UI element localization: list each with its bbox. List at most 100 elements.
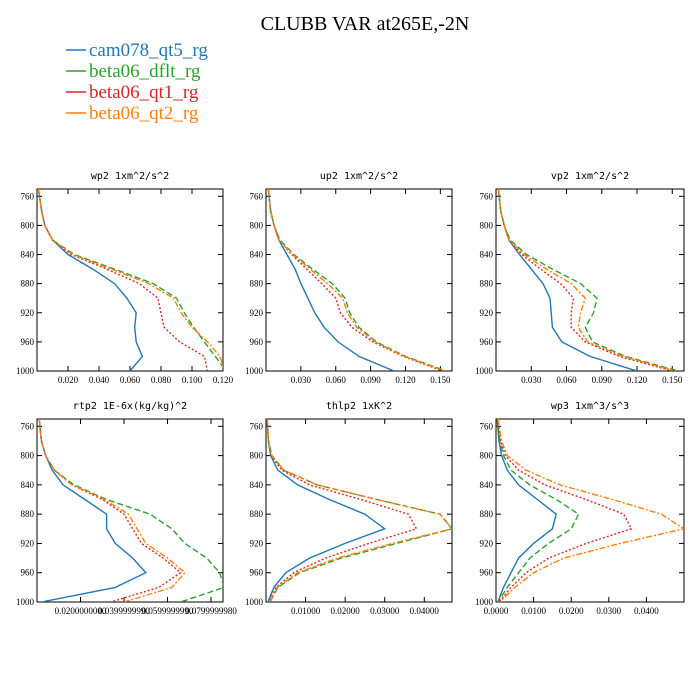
y-tick-label: 880 bbox=[480, 509, 494, 519]
y-tick-label: 960 bbox=[480, 337, 494, 347]
x-tick-label: 0.060 bbox=[120, 375, 141, 385]
series-line-beta06-qt2-rg bbox=[267, 189, 446, 371]
y-tick-label: 800 bbox=[21, 451, 35, 461]
y-tick-label: 840 bbox=[250, 480, 264, 490]
chart-panel: wp2 1xm^2/s^2 760 800 840 880 920 960 1000 0.020… bbox=[16, 171, 234, 385]
x-tick-label: 0.030 bbox=[291, 375, 312, 385]
x-tick-label: 0.0300 bbox=[596, 606, 621, 616]
series-line-beta06-qt1-rg bbox=[497, 189, 673, 371]
y-tick-label: 960 bbox=[21, 568, 35, 578]
x-tick-label: 0.0200 bbox=[559, 606, 584, 616]
chart-title: thlp2 1xK^2 bbox=[326, 401, 392, 412]
legend-item: beta06_qt1_rg bbox=[66, 82, 199, 103]
chart-title: rtp2 1E-6x(kg/kg)^2 bbox=[73, 401, 187, 412]
y-tick-label: 840 bbox=[21, 250, 35, 260]
y-tick-label: 760 bbox=[21, 421, 35, 431]
chart-panel: wp3 1xm^3/s^3 760 800 840 880 920 960 10000.000… bbox=[475, 401, 685, 616]
plot-frame bbox=[265, 188, 453, 372]
legend-item: beta06_dflt_rg bbox=[66, 61, 201, 82]
series-group bbox=[38, 419, 223, 602]
x-tick-label: 0.090 bbox=[361, 375, 382, 385]
y-tick-label: 760 bbox=[21, 191, 35, 201]
y-tick-label: 1000 bbox=[16, 597, 35, 607]
chart-title: up2 1xm^2/s^2 bbox=[320, 171, 398, 182]
x-tick-label: 0.150 bbox=[662, 375, 683, 385]
x-tick-label: 0.01000 bbox=[291, 606, 321, 616]
chart-panel: rtp2 1E-6x(kg/kg)^2 760 800 840 880 920 960 100… bbox=[16, 401, 237, 616]
x-tick-label: 0.02000 bbox=[331, 606, 361, 616]
series-line-beta06-qt1-rg bbox=[38, 419, 182, 602]
series-line-cam078-qt5-rg bbox=[266, 419, 387, 602]
x-tick-label: 0.040 bbox=[89, 375, 110, 385]
y-tick-label: 1000 bbox=[475, 597, 494, 607]
series-line-beta06-qt1-rg bbox=[267, 189, 443, 371]
y-tick-label: 840 bbox=[21, 480, 35, 490]
plot-frame bbox=[495, 188, 685, 372]
x-tick-label: 0.100 bbox=[182, 375, 203, 385]
y-tick-label: 760 bbox=[250, 421, 264, 431]
series-line-beta06-qt2-rg bbox=[497, 189, 676, 371]
series-line-cam078-qt5-rg bbox=[497, 189, 638, 371]
legend-item: cam078_qt5_rg bbox=[66, 40, 208, 61]
y-tick-label: 1000 bbox=[245, 597, 264, 607]
series-line-beta06-dflt-rg bbox=[267, 189, 447, 371]
x-tick-label: 0.0599999990 bbox=[142, 606, 194, 616]
y-tick-label: 760 bbox=[480, 421, 494, 431]
series-line-beta06-qt2-rg bbox=[497, 419, 684, 602]
chart-panel: up2 1xm^2/s^2 760 800 840 880 920 960 1000 0.030… bbox=[245, 171, 453, 385]
y-tick-label: 880 bbox=[250, 509, 264, 519]
y-tick-label: 960 bbox=[21, 337, 35, 347]
x-tick-label: 0.0400 bbox=[634, 606, 659, 616]
y-tick-label: 800 bbox=[480, 451, 494, 461]
series-line-beta06-qt2-rg bbox=[38, 419, 186, 602]
x-tick-label: 0.060 bbox=[556, 375, 577, 385]
x-tick-label: 0.0399999990 bbox=[98, 606, 150, 616]
chart-title: vp2 1xm^2/s^2 bbox=[551, 171, 629, 182]
x-tick-label: 0.0100 bbox=[521, 606, 546, 616]
series-line-cam078-qt5-rg bbox=[38, 419, 147, 602]
chart-title: wp3 1xm^3/s^3 bbox=[551, 401, 629, 412]
y-tick-label: 920 bbox=[250, 308, 264, 318]
y-tick-label: 880 bbox=[21, 509, 35, 519]
y-tick-label: 960 bbox=[250, 337, 264, 347]
series-group bbox=[37, 189, 223, 371]
series-line-cam078-qt5-rg bbox=[496, 419, 557, 602]
y-tick-label: 920 bbox=[480, 538, 494, 548]
series-group bbox=[497, 189, 679, 371]
legend-item: beta06_qt2_rg bbox=[66, 103, 199, 124]
x-tick-label: 0.120 bbox=[395, 375, 416, 385]
series-group bbox=[496, 419, 684, 602]
y-tick-label: 800 bbox=[250, 451, 264, 461]
y-tick-label: 1000 bbox=[16, 366, 35, 376]
y-tick-label: 920 bbox=[250, 538, 264, 548]
y-tick-label: 800 bbox=[21, 220, 35, 230]
y-tick-label: 800 bbox=[480, 220, 494, 230]
y-tick-label: 880 bbox=[480, 279, 494, 289]
series-line-beta06-qt2-rg bbox=[37, 189, 223, 369]
x-tick-label: 0.030 bbox=[521, 375, 542, 385]
x-tick-label: 0.04000 bbox=[410, 606, 440, 616]
legend: cam078_qt5_rg beta06_dflt_rg beta06_qt1_… bbox=[66, 40, 208, 124]
series-line-cam078-qt5-rg bbox=[37, 189, 144, 371]
chart-title: wp2 1xm^2/s^2 bbox=[91, 171, 169, 182]
figure-title: CLUBB VAR at265E,-2N bbox=[261, 13, 470, 35]
y-tick-label: 840 bbox=[480, 480, 494, 490]
x-tick-label: 0.150 bbox=[430, 375, 451, 385]
x-tick-label: 0.090 bbox=[592, 375, 613, 385]
series-group bbox=[267, 189, 447, 371]
y-tick-label: 840 bbox=[480, 250, 494, 260]
x-tick-label: 0.03000 bbox=[370, 606, 400, 616]
legend-label: beta06_dflt_rg bbox=[89, 61, 201, 82]
y-tick-label: 1000 bbox=[475, 366, 494, 376]
y-tick-label: 880 bbox=[250, 279, 264, 289]
y-tick-label: 760 bbox=[250, 191, 264, 201]
y-tick-label: 920 bbox=[480, 308, 494, 318]
series-line-beta06-dflt-rg bbox=[37, 189, 223, 368]
y-tick-label: 960 bbox=[250, 568, 264, 578]
x-tick-label: 0.060 bbox=[326, 375, 347, 385]
x-tick-label: 0.120 bbox=[213, 375, 234, 385]
plot-frame bbox=[36, 418, 224, 603]
y-tick-label: 1000 bbox=[245, 366, 264, 376]
x-tick-label: 0.0000 bbox=[484, 606, 509, 616]
